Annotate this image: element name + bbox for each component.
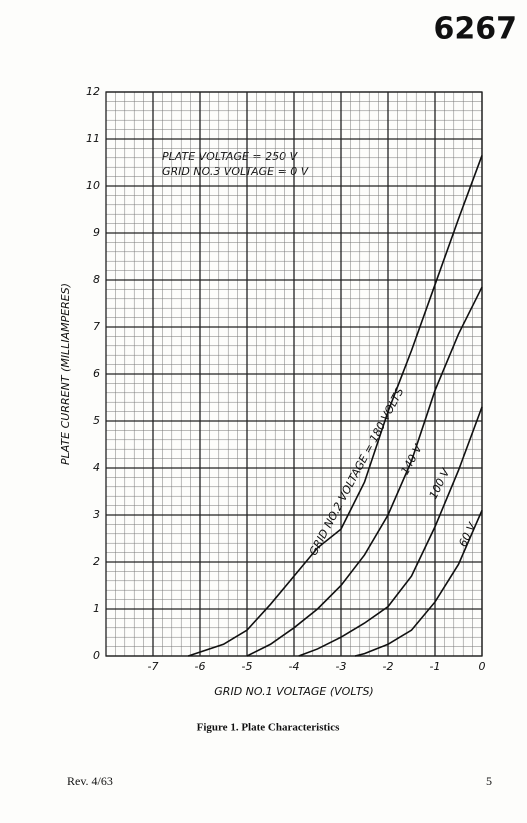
- y-tick-label: 6: [93, 367, 100, 380]
- curve: [246, 286, 483, 657]
- x-tick-label: -2: [383, 660, 394, 673]
- x-tick-label: -4: [289, 660, 300, 673]
- x-tick-label: -1: [430, 660, 441, 673]
- curve: [354, 509, 483, 657]
- annotation: GRID NO.3 VOLTAGE = 0 V: [162, 165, 310, 178]
- curve: [298, 406, 483, 657]
- x-tick-label: -5: [242, 660, 253, 673]
- y-tick-label: 7: [93, 320, 100, 333]
- x-tick-label: -3: [336, 660, 347, 673]
- y-tick-label: 9: [93, 226, 100, 239]
- annotation: PLATE VOLTAGE = 250 V: [162, 150, 299, 163]
- x-tick-label: 0: [479, 660, 486, 673]
- y-tick-label: 8: [93, 273, 100, 286]
- y-tick-label: 2: [93, 555, 100, 568]
- y-tick-label: 1: [93, 602, 100, 615]
- x-tick-label: -6: [195, 660, 206, 673]
- y-axis-label: PLATE CURRENT (MILLIAMPERES): [59, 283, 72, 465]
- y-tick-label: 4: [93, 461, 100, 474]
- header: 6267: [434, 12, 518, 47]
- plot-frame: [105, 91, 483, 657]
- y-tick-label: 12: [86, 85, 100, 98]
- revision: Rev. 4/63: [67, 774, 113, 788]
- curve: [187, 155, 483, 657]
- x-tick-label: -7: [148, 660, 159, 673]
- caption: Figure 1. Plate Characteristics: [197, 722, 340, 734]
- y-tick-label: 10: [86, 179, 100, 192]
- x-axis-label: GRID NO.1 VOLTAGE (VOLTS): [214, 685, 373, 698]
- y-tick-label: 3: [93, 508, 100, 521]
- page-number: 5: [486, 774, 492, 788]
- y-tick-label: 11: [86, 132, 100, 145]
- y-tick-label: 5: [93, 414, 100, 427]
- y-tick-label: 0: [93, 649, 100, 662]
